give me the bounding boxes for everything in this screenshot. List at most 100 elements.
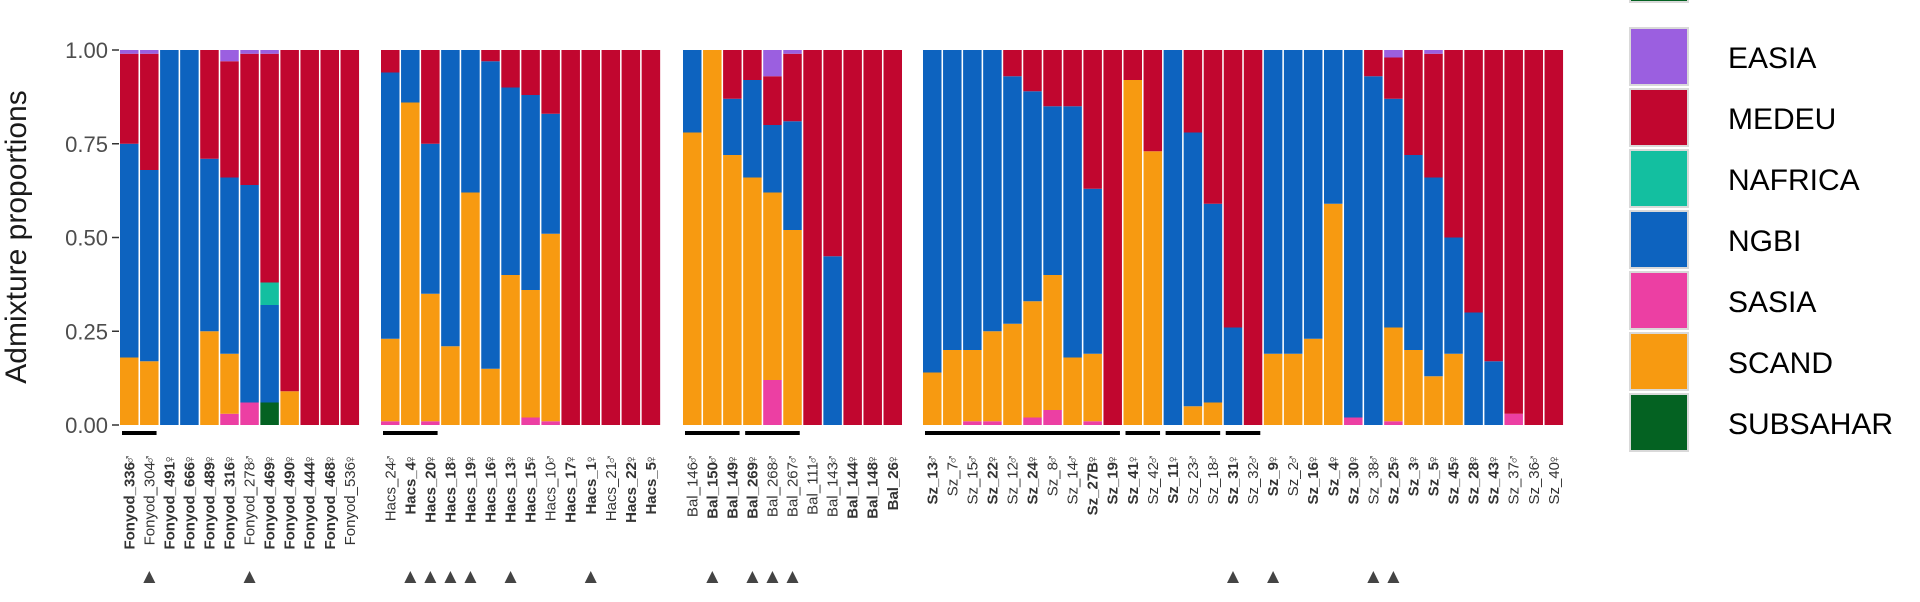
triangle-marker — [706, 571, 719, 583]
segment-scand — [120, 357, 139, 425]
sex-symbol: ♀ — [302, 454, 319, 465]
segment-medeu — [803, 50, 822, 425]
sample-bar-Sz_31 — [1223, 50, 1243, 425]
sex-symbol: ♀ — [1105, 454, 1122, 465]
sample-bar-Bal_143 — [823, 50, 842, 425]
sex-symbol: ♀ — [1305, 454, 1322, 465]
sample-label: Hacs_20 — [422, 462, 439, 523]
sex-symbol: ♂ — [785, 454, 802, 465]
legend-swatch-easia — [1629, 27, 1689, 86]
segment-scand — [963, 350, 982, 422]
sample-bar-Hacs_20 — [421, 50, 440, 425]
sample-label: Fonyod_316 — [222, 462, 239, 550]
segment-medeu — [863, 50, 882, 425]
sample-bar-Hacs_4 — [401, 50, 420, 425]
sample-label: Bal_149 — [724, 462, 741, 519]
segment-nafrica — [260, 282, 279, 305]
segment-scand — [1063, 357, 1082, 425]
segment-ngbi — [421, 143, 440, 294]
sample-bar-Sz_8 — [1043, 50, 1062, 425]
sample-bar-Sz_13 — [923, 50, 942, 425]
sample-label: Fonyod_304 — [141, 462, 158, 545]
sex-symbol: ♂ — [1065, 454, 1082, 465]
segment-ngbi — [260, 305, 279, 403]
segment-medeu — [1003, 50, 1022, 77]
legend-label-sasia: SASIA — [1728, 286, 1816, 319]
sex-symbol: ♂ — [382, 454, 399, 465]
sample-bar-Hacs_16 — [481, 50, 500, 425]
sex-symbol: ♀ — [1265, 454, 1282, 465]
segment-easia — [120, 50, 139, 54]
segment-ngbi — [1043, 106, 1062, 275]
sample-label: Bal_26 — [885, 462, 902, 510]
sample-label: Sz_2 — [1285, 462, 1302, 496]
segment-medeu — [1023, 50, 1042, 92]
sample-label: Bal_143 — [825, 462, 842, 517]
segment-sasia — [541, 421, 560, 425]
sample-label: Hacs_24 — [382, 462, 399, 521]
sex-symbol: ♀ — [161, 454, 178, 465]
sex-symbol: ♂ — [1145, 454, 1162, 465]
sex-symbol: ♀ — [1385, 454, 1402, 465]
segment-ngbi — [501, 87, 520, 275]
sample-bar-Hacs_18 — [441, 50, 460, 425]
segment-scand — [1143, 151, 1163, 425]
sample-label: Sz_9 — [1265, 462, 1282, 496]
sample-label: Sz_16 — [1305, 462, 1322, 505]
sample-bar-Sz_43 — [1484, 50, 1503, 425]
segment-easia — [783, 50, 802, 54]
segment-medeu — [1544, 50, 1564, 425]
segment-scand — [1023, 301, 1042, 418]
segment-ngbi — [763, 125, 782, 193]
segment-ngbi — [240, 185, 259, 403]
legend-swatch-ngbi — [1629, 210, 1689, 269]
sample-label: Fonyod_666 — [181, 462, 198, 550]
sex-symbol: ♂ — [684, 454, 701, 465]
sex-symbol: ♀ — [1466, 454, 1483, 465]
panel-3: Bal_146♂Bal_150♂Bal_149♀Bal_269♀Bal_268♂… — [683, 50, 902, 583]
segment-scand — [1384, 327, 1403, 422]
sex-symbol: ♂ — [121, 454, 138, 465]
sample-bar-Sz_15 — [963, 50, 982, 425]
segment-medeu — [843, 50, 862, 425]
sample-bar-Bal_150 — [703, 50, 722, 425]
sample-bar-Sz_27B — [1083, 50, 1102, 425]
sample-bar-Sz_36 — [1524, 50, 1543, 425]
sex-symbol: ♀ — [845, 454, 862, 465]
segment-scand — [401, 102, 420, 425]
segment-medeu — [1063, 50, 1082, 107]
sample-label: Bal_148 — [865, 462, 882, 519]
sample-bar-Sz_24 — [1023, 50, 1042, 425]
segment-medeu — [1404, 50, 1423, 155]
sample-label: Bal_150 — [704, 462, 721, 519]
sex-symbol: ♀ — [1426, 454, 1443, 465]
legend-label-ngbi: NGBI — [1728, 225, 1801, 258]
segment-scand — [1123, 80, 1142, 425]
sex-symbol: ♀ — [1405, 454, 1422, 465]
segment-ngbi — [983, 50, 1002, 332]
sex-symbol: ♀ — [282, 454, 299, 465]
sample-label: Fonyod_469 — [262, 462, 279, 550]
sex-symbol: ♂ — [1185, 454, 1202, 465]
segment-medeu — [421, 50, 440, 144]
sample-bar-Bal_149 — [723, 50, 742, 425]
segment-ngbi — [923, 50, 942, 373]
sample-label: Sz_32 — [1245, 462, 1262, 505]
sample-bar-Fonyod_468 — [320, 50, 339, 425]
segment-medeu — [200, 50, 219, 159]
sample-bar-Bal_146 — [683, 50, 702, 425]
sample-label: Sz_12 — [1004, 462, 1021, 505]
sex-symbol: ♀ — [342, 454, 359, 465]
segment-ngbi — [381, 72, 400, 339]
sex-symbol: ♀ — [201, 454, 218, 465]
legend-label-nafrica: NAFRICA — [1728, 164, 1860, 197]
sample-bar-Hacs_10 — [541, 50, 560, 425]
segment-ngbi — [1344, 50, 1363, 418]
sample-bar-Sz_25 — [1384, 50, 1403, 425]
sex-symbol: ♂ — [242, 454, 259, 465]
segment-ngbi — [220, 177, 239, 354]
sample-panels: Fonyod_336♂Fonyod_304♂Fonyod_491♀Fonyod_… — [120, 50, 1564, 583]
legend-swatch-partial — [1629, 0, 1689, 3]
sex-symbol: ♀ — [1125, 454, 1142, 465]
segment-ngbi — [200, 158, 219, 332]
